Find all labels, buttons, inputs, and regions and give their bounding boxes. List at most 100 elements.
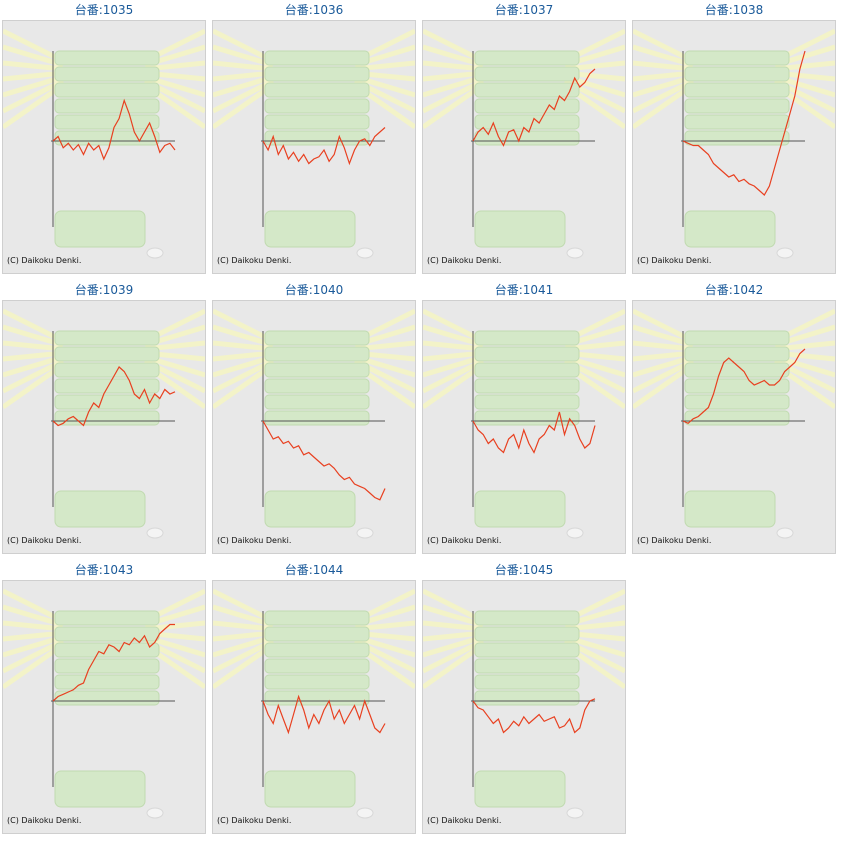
tray-decoration (474, 346, 580, 362)
graph-panel: (C) Daikoku Denki. (422, 20, 626, 274)
machine-tile[interactable]: 台番:1043 (C) Daikoku Denki. (2, 560, 206, 834)
tray-decoration (474, 690, 580, 706)
copyright-text: (C) Daikoku Denki. (217, 536, 292, 545)
slump-graph (633, 308, 835, 539)
tray-decoration (684, 50, 790, 66)
tray-decoration (474, 410, 580, 426)
slump-line (262, 694, 386, 735)
coin-decoration (146, 247, 164, 259)
slump-line (262, 420, 386, 501)
tray-decoration (474, 658, 580, 674)
machine-tile[interactable]: 台番:1042 (C) Daikoku Denki. (632, 280, 836, 554)
slump-graph (3, 308, 205, 539)
machine-tile[interactable]: 台番:1040 (C) Daikoku Denki. (212, 280, 416, 554)
machine-tile[interactable]: 台番:1036 (C) Daikoku Denki. (212, 0, 416, 274)
tray-base-decoration (474, 210, 566, 248)
machine-number-title[interactable]: 台番:1040 (284, 283, 344, 297)
machine-number-title[interactable]: 台番:1045 (494, 563, 554, 577)
graph-panel: (C) Daikoku Denki. (2, 580, 206, 834)
machine-tile[interactable]: 台番:1035 (C) Daikoku Denki. (2, 0, 206, 274)
tray-decoration (264, 378, 370, 394)
tray-decoration (54, 674, 160, 690)
machine-tile[interactable]: 台番:1039 (C) Daikoku Denki. (2, 280, 206, 554)
machine-number-title[interactable]: 台番:1039 (74, 283, 134, 297)
machine-number-title[interactable]: 台番:1037 (494, 3, 554, 17)
copyright-text: (C) Daikoku Denki. (427, 536, 502, 545)
slump-graph (213, 308, 415, 539)
tray-decoration (54, 362, 160, 378)
tray-decoration (54, 330, 160, 346)
tray-decoration (474, 66, 580, 82)
tray-decoration (264, 130, 370, 146)
tray-decoration (54, 658, 160, 674)
tray-decoration (54, 626, 160, 642)
graph-panel: (C) Daikoku Denki. (422, 580, 626, 834)
tray-decoration (54, 98, 160, 114)
tray-decoration (684, 346, 790, 362)
machine-number-title[interactable]: 台番:1038 (704, 3, 764, 17)
coin-decoration (356, 527, 374, 539)
machine-number-title[interactable]: 台番:1036 (284, 3, 344, 17)
machine-tile[interactable]: 台番:1041 (C) Daikoku Denki. (422, 280, 626, 554)
tray-decoration (264, 642, 370, 658)
coin-decoration (776, 527, 794, 539)
coin-decoration (356, 247, 374, 259)
graph-panel: (C) Daikoku Denki. (2, 300, 206, 554)
graph-panel: (C) Daikoku Denki. (212, 580, 416, 834)
tray-decoration (264, 362, 370, 378)
tray-decoration (684, 362, 790, 378)
tray-decoration (264, 346, 370, 362)
tray-base-decoration (684, 490, 776, 528)
copyright-text: (C) Daikoku Denki. (217, 256, 292, 265)
machine-number-title[interactable]: 台番:1035 (74, 3, 134, 17)
tray-base-decoration (474, 770, 566, 808)
machine-tile[interactable]: 台番:1044 (C) Daikoku Denki. (212, 560, 416, 834)
tray-decoration (264, 626, 370, 642)
tray-decoration (474, 378, 580, 394)
tray-decoration (474, 130, 580, 146)
slump-line (682, 50, 806, 196)
tray-base-decoration (684, 210, 776, 248)
machine-tile[interactable]: 台番:1037 (C) Daikoku Denki. (422, 0, 626, 274)
graph-panel: (C) Daikoku Denki. (632, 300, 836, 554)
tray-decoration (264, 394, 370, 410)
tray-decoration (474, 330, 580, 346)
coin-decoration (566, 807, 584, 819)
slump-graph (3, 28, 205, 259)
tray-decoration (684, 114, 790, 130)
tray-decoration (684, 378, 790, 394)
machine-number-title[interactable]: 台番:1044 (284, 563, 344, 577)
slump-line (52, 623, 175, 702)
tray-decoration (474, 626, 580, 642)
copyright-text: (C) Daikoku Denki. (7, 536, 82, 545)
coin-decoration (356, 807, 374, 819)
machine-tile[interactable]: 台番:1038 (C) Daikoku Denki. (632, 0, 836, 274)
tray-decoration (474, 98, 580, 114)
machine-number-title[interactable]: 台番:1041 (494, 283, 554, 297)
tray-decoration (54, 610, 160, 626)
slump-graph (423, 588, 625, 819)
machine-number-title[interactable]: 台番:1042 (704, 283, 764, 297)
tray-decoration (474, 50, 580, 66)
machine-tile[interactable]: 台番:1045 (C) Daikoku Denki. (422, 560, 626, 834)
slump-graph (423, 308, 625, 539)
copyright-text: (C) Daikoku Denki. (637, 536, 712, 545)
tray-decoration (54, 394, 160, 410)
tray-decoration (264, 330, 370, 346)
tray-decoration (264, 690, 370, 706)
tray-decoration (474, 362, 580, 378)
slump-line (52, 366, 176, 427)
tray-decoration (474, 82, 580, 98)
slump-line (52, 98, 176, 161)
copyright-text: (C) Daikoku Denki. (7, 256, 82, 265)
copyright-text: (C) Daikoku Denki. (427, 816, 502, 825)
coin-decoration (776, 247, 794, 259)
machine-number-title[interactable]: 台番:1043 (74, 563, 134, 577)
tray-base-decoration (54, 770, 146, 808)
slump-line (262, 127, 386, 166)
slump-line (472, 411, 596, 454)
tray-decoration (474, 114, 580, 130)
slump-graph (3, 588, 205, 819)
tray-decoration (54, 642, 160, 658)
graph-panel: (C) Daikoku Denki. (212, 300, 416, 554)
